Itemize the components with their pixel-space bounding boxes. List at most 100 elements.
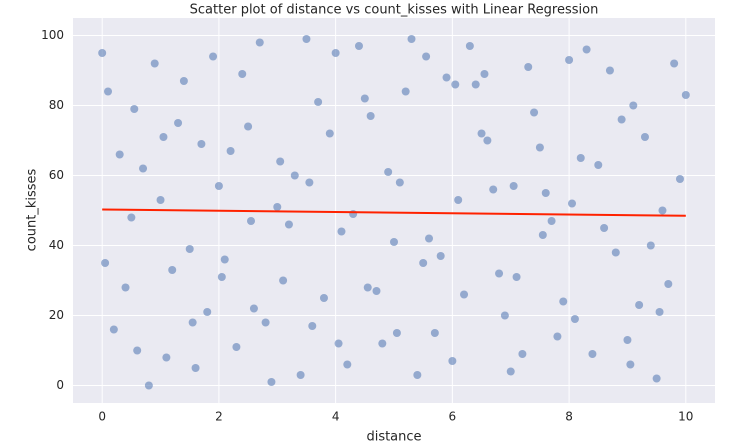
- point: [363, 283, 372, 292]
- chart-title: Scatter plot of distance vs count_kisses…: [190, 3, 599, 18]
- point: [139, 164, 148, 173]
- point: [244, 122, 253, 131]
- point: [127, 213, 136, 222]
- point: [670, 59, 679, 68]
- point: [267, 378, 276, 386]
- point: [629, 101, 638, 110]
- point: [395, 178, 404, 187]
- point: [530, 108, 539, 117]
- point: [436, 252, 445, 260]
- point: [512, 273, 521, 281]
- point: [144, 381, 153, 390]
- point: [331, 49, 340, 57]
- point: [652, 374, 661, 383]
- point: [460, 290, 469, 299]
- point: [576, 154, 585, 162]
- point: [247, 217, 256, 225]
- y-tick-label: 20: [49, 308, 64, 322]
- point: [605, 66, 614, 75]
- point: [640, 133, 649, 141]
- point: [261, 318, 270, 327]
- point: [442, 73, 451, 82]
- point: [681, 91, 690, 99]
- point: [390, 238, 398, 246]
- point: [162, 353, 171, 362]
- point: [276, 157, 285, 166]
- point: [305, 178, 314, 187]
- x-tick-label: 2: [215, 410, 223, 424]
- point: [179, 77, 188, 85]
- point: [115, 150, 124, 159]
- point: [480, 70, 489, 78]
- point: [191, 364, 200, 372]
- point: [290, 171, 299, 180]
- point: [588, 350, 597, 358]
- y-tick-label: 40: [49, 238, 64, 252]
- point: [133, 346, 142, 355]
- point: [150, 59, 159, 68]
- point: [518, 350, 527, 358]
- point: [109, 325, 118, 334]
- y-tick-label: 60: [49, 168, 64, 182]
- point: [658, 206, 667, 215]
- point: [255, 38, 264, 47]
- point: [538, 231, 547, 239]
- point: [600, 224, 609, 232]
- point: [226, 147, 235, 155]
- point: [570, 315, 579, 323]
- point: [217, 273, 226, 281]
- point: [168, 266, 177, 274]
- point: [559, 297, 568, 306]
- point: [454, 196, 463, 204]
- x-tick-label: 8: [565, 410, 573, 424]
- regression-line: [102, 208, 686, 217]
- point: [553, 332, 562, 341]
- point: [422, 52, 431, 61]
- point: [465, 42, 474, 50]
- point: [646, 241, 655, 250]
- point: [302, 35, 311, 43]
- point: [343, 360, 352, 369]
- point: [495, 269, 504, 278]
- x-axis-label: distance: [366, 430, 421, 445]
- point: [284, 220, 293, 229]
- point: [675, 175, 684, 183]
- point: [483, 136, 492, 145]
- point: [547, 217, 556, 225]
- y-tick-label: 0: [56, 378, 64, 392]
- point: [535, 143, 544, 152]
- point: [238, 70, 247, 78]
- point: [524, 63, 533, 71]
- point: [249, 304, 258, 313]
- point: [121, 283, 130, 292]
- point: [197, 140, 206, 148]
- point: [413, 371, 422, 379]
- point: [419, 259, 428, 267]
- point: [337, 227, 346, 236]
- point: [214, 182, 223, 190]
- point: [401, 87, 410, 96]
- point: [354, 42, 363, 50]
- x-tick-label: 6: [449, 410, 457, 424]
- point: [430, 329, 439, 337]
- x-tick-label: 4: [332, 410, 340, 424]
- point: [232, 343, 241, 351]
- point: [220, 255, 229, 264]
- point: [471, 80, 480, 89]
- point: [101, 259, 110, 267]
- point: [209, 52, 218, 61]
- point: [541, 189, 550, 197]
- point: [594, 161, 603, 169]
- point: [174, 119, 183, 127]
- x-tick-label: 10: [678, 410, 693, 424]
- point: [156, 196, 165, 204]
- point: [568, 199, 577, 208]
- point: [626, 360, 635, 369]
- point: [296, 371, 305, 379]
- y-axis-label: count_kisses: [25, 168, 40, 251]
- point: [130, 105, 139, 113]
- point: [500, 311, 509, 320]
- point: [451, 80, 460, 89]
- point: [203, 308, 212, 316]
